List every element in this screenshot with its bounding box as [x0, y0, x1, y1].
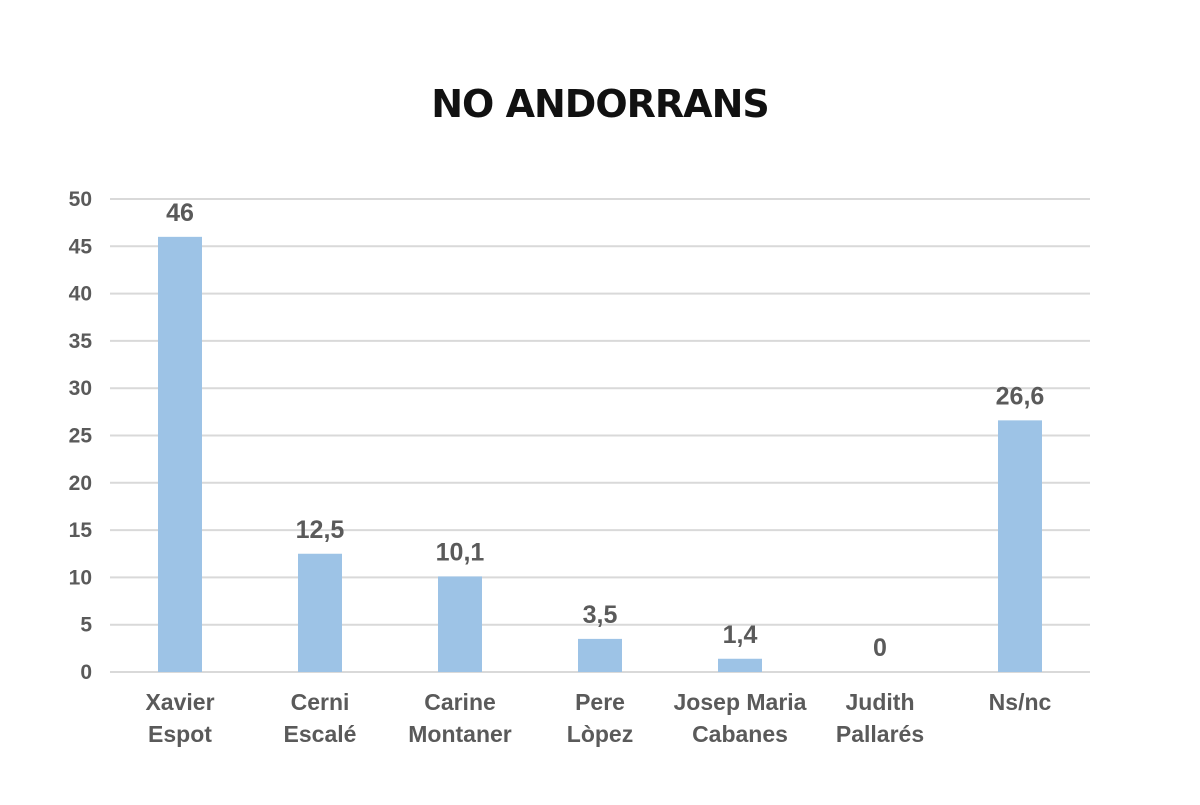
data-labels: 46 12,5 10,1 3,5 1,4 0 26,6 — [166, 199, 1044, 662]
bar — [998, 420, 1042, 672]
y-tick-label: 25 — [69, 425, 93, 448]
data-label: 0 — [873, 634, 887, 662]
x-tick-label: Carine — [424, 689, 496, 715]
y-tick-label: 50 — [69, 188, 92, 211]
bar — [578, 638, 622, 672]
bar — [158, 236, 202, 672]
x-tick-label: Pere — [575, 689, 625, 715]
x-tick-label: Josep Maria — [674, 689, 807, 715]
bar — [298, 553, 342, 672]
x-tick-label: Espot — [148, 721, 212, 747]
data-label: 26,6 — [996, 382, 1045, 410]
y-tick-label: 45 — [69, 235, 93, 258]
chart-title: NO ANDORRANS — [431, 82, 770, 126]
y-tick-label: 0 — [80, 661, 92, 684]
data-label: 12,5 — [296, 516, 345, 544]
x-tick-label: Xavier — [145, 689, 214, 715]
data-label: 10,1 — [436, 538, 485, 566]
bar — [438, 576, 482, 672]
x-tick-label: Lòpez — [567, 721, 633, 747]
data-label: 1,4 — [723, 621, 758, 649]
x-tick-label: Cerni — [291, 689, 350, 715]
data-label: 46 — [166, 199, 194, 227]
x-tick-label: Cabanes — [692, 721, 788, 747]
y-tick-label: 20 — [69, 472, 92, 495]
x-tick-label: Judith — [846, 689, 915, 715]
y-tick-label: 10 — [69, 566, 92, 589]
gridlines — [110, 198, 1090, 673]
y-tick-label: 5 — [80, 614, 92, 637]
y-tick-label: 35 — [69, 330, 93, 353]
y-axis-ticks: 0 5 10 15 20 25 30 35 40 45 50 — [69, 188, 93, 684]
x-tick-label: Montaner — [408, 721, 512, 747]
x-tick-label: Ns/nc — [989, 689, 1052, 715]
x-tick-label: Escalé — [284, 721, 357, 747]
y-tick-label: 30 — [69, 377, 92, 400]
y-tick-label: 15 — [69, 519, 93, 542]
x-tick-label: Pallarés — [836, 721, 924, 747]
data-label: 3,5 — [583, 601, 618, 629]
y-tick-label: 40 — [69, 283, 92, 306]
bars — [158, 236, 1042, 672]
bar — [718, 658, 762, 672]
x-axis-ticks: Xavier Espot Cerni Escalé Carine Montaner Pere… — [145, 689, 1051, 747]
